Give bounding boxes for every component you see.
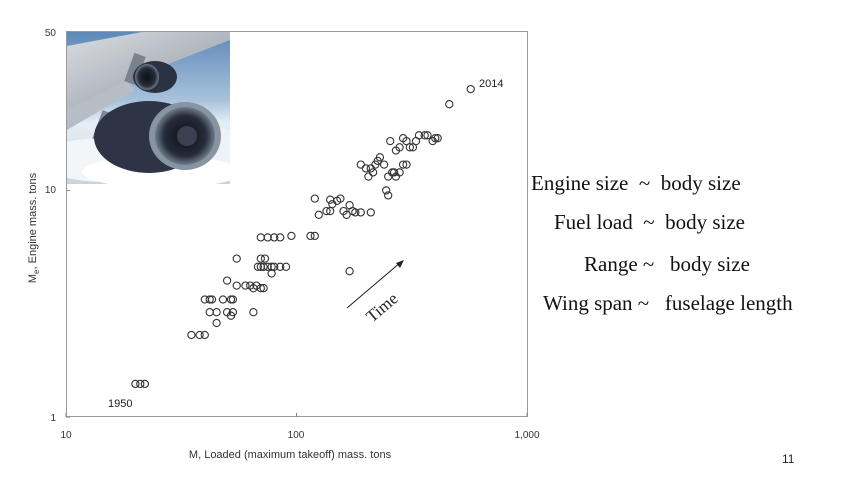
data-point bbox=[212, 318, 221, 328]
data-point bbox=[389, 168, 399, 177]
data-point bbox=[310, 194, 319, 203]
data-point bbox=[253, 262, 263, 271]
data-point bbox=[259, 262, 268, 271]
data-point bbox=[431, 134, 440, 143]
data-point bbox=[256, 233, 265, 242]
data-point bbox=[263, 233, 272, 242]
data-point bbox=[276, 262, 285, 271]
data-point bbox=[361, 164, 371, 173]
data-point bbox=[281, 262, 291, 271]
data-point bbox=[314, 210, 323, 219]
data-point bbox=[267, 269, 276, 278]
data-point bbox=[259, 284, 268, 293]
data-point bbox=[228, 295, 238, 304]
data-point bbox=[136, 379, 145, 389]
data-point bbox=[131, 379, 140, 389]
data-point bbox=[386, 136, 395, 146]
data-point bbox=[402, 136, 411, 146]
data-point bbox=[263, 262, 272, 271]
data-point bbox=[384, 191, 393, 200]
data-point bbox=[379, 160, 389, 169]
data-point bbox=[423, 131, 432, 140]
time-arrow-head bbox=[396, 260, 404, 268]
data-point bbox=[187, 330, 196, 340]
data-point bbox=[382, 186, 391, 195]
x-axis-title: M, Loaded (maximum takeoff) mass. tons bbox=[189, 449, 392, 461]
y-axis-title-sub: e bbox=[32, 269, 41, 274]
data-point bbox=[310, 231, 319, 241]
data-point bbox=[326, 195, 335, 204]
data-point bbox=[356, 208, 365, 217]
y-tick-label: 1 bbox=[50, 413, 56, 424]
data-point bbox=[402, 160, 411, 169]
time-label: Time bbox=[362, 289, 401, 326]
data-point bbox=[395, 143, 404, 152]
data-point bbox=[395, 168, 404, 177]
data-point bbox=[368, 168, 378, 177]
data-point bbox=[276, 233, 285, 242]
y-axis-title: Me, Engine mass. tons bbox=[27, 172, 41, 283]
data-point bbox=[345, 267, 354, 276]
data-point bbox=[228, 308, 238, 317]
data-point bbox=[351, 208, 360, 217]
x-tick-label: 10 bbox=[60, 430, 72, 441]
data-point bbox=[195, 330, 204, 340]
data-point bbox=[420, 131, 429, 140]
y-tick-label: 10 bbox=[45, 185, 57, 196]
y-axis-title-rest: , Engine mass. tons bbox=[27, 172, 39, 269]
data-point bbox=[205, 308, 214, 317]
data-point bbox=[398, 160, 408, 169]
data-point bbox=[207, 295, 217, 304]
data-point bbox=[364, 172, 373, 181]
data-point bbox=[322, 206, 331, 216]
data-point bbox=[222, 276, 232, 285]
data-point bbox=[260, 254, 270, 263]
data-point bbox=[249, 284, 258, 293]
data-point bbox=[205, 295, 214, 304]
jet-engine-photo bbox=[67, 32, 230, 184]
data-point bbox=[445, 100, 454, 109]
data-point bbox=[249, 308, 258, 317]
data-point bbox=[140, 379, 150, 389]
data-point bbox=[212, 308, 221, 317]
note-range: Range ~ body size bbox=[584, 252, 750, 276]
y-axis-title-main: M bbox=[27, 274, 39, 283]
data-point bbox=[336, 194, 345, 203]
data-point bbox=[466, 84, 475, 94]
data-point bbox=[218, 295, 228, 304]
note-fuel-load: Fuel load ~ body size bbox=[554, 210, 745, 234]
slide-number: 11 bbox=[782, 452, 795, 466]
data-point bbox=[366, 208, 375, 217]
note-wing-span: Wing span ~ fuselage length bbox=[543, 291, 793, 315]
time-arrow bbox=[346, 261, 402, 309]
data-point bbox=[375, 153, 385, 162]
data-point bbox=[433, 134, 442, 143]
x-tick-label: 100 bbox=[288, 430, 305, 441]
data-point bbox=[241, 281, 250, 290]
data-point bbox=[342, 210, 351, 219]
data-point bbox=[200, 330, 209, 340]
data-point bbox=[256, 254, 265, 263]
annotation-start-year: 1950 bbox=[108, 398, 132, 410]
data-point bbox=[287, 231, 296, 241]
data-point bbox=[356, 160, 365, 169]
data-point bbox=[306, 231, 315, 241]
annotation-end-year: 2014 bbox=[479, 78, 503, 90]
data-point bbox=[232, 254, 241, 263]
data-point bbox=[414, 131, 424, 140]
data-point bbox=[405, 143, 414, 152]
data-points bbox=[131, 84, 475, 389]
x-tick-label: 1,000 bbox=[514, 430, 539, 441]
note-engine-size: Engine size ~ body size bbox=[531, 171, 741, 195]
data-point bbox=[232, 281, 241, 290]
data-point bbox=[270, 233, 279, 242]
y-tick-label: 50 bbox=[45, 28, 57, 39]
